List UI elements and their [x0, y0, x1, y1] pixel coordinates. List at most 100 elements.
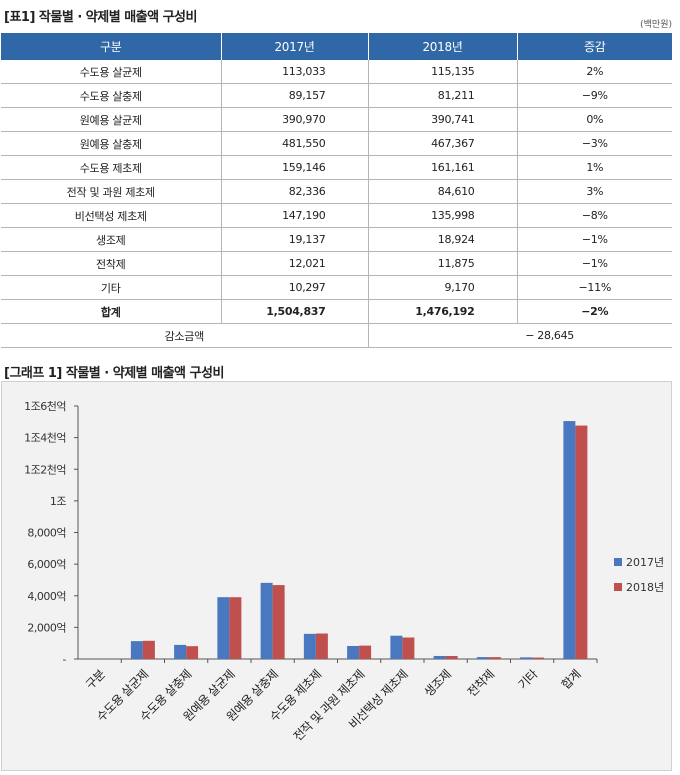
bar-2017	[390, 635, 403, 659]
table-row: 수도용 살충제 89,157 81,211 −9%	[1, 83, 672, 108]
bar-2018	[488, 657, 501, 659]
bar-2017	[303, 633, 316, 659]
table-row: 비선택성 제초제 147,190 135,998 −8%	[1, 203, 672, 228]
value-2017: 390,970	[220, 107, 368, 132]
bar-2017	[476, 657, 489, 659]
bar-2017	[217, 597, 230, 659]
y-tick-label: 4,000억	[27, 590, 66, 603]
change-percent: −8%	[516, 203, 672, 228]
bar-2018	[272, 585, 285, 659]
total-row: 합계 1,504,837 1,476,192 −2%	[1, 299, 672, 324]
bar-2017	[563, 421, 576, 659]
bar-2017	[347, 645, 360, 659]
value-2018: 467,367	[367, 131, 517, 156]
table-row: 전착제 12,021 11,875 −1%	[1, 251, 672, 276]
category-label: 전착제	[465, 667, 497, 699]
value-2018: 18,924	[367, 227, 517, 252]
bar-2017	[174, 644, 187, 659]
value-2017: 12,021	[220, 251, 368, 276]
table-caption: [표1] 작물별 · 약제별 매출액 구성비	[4, 10, 197, 25]
change-percent: 2%	[516, 60, 672, 84]
y-tick-label: -	[63, 653, 67, 666]
table-row: 수도용 살균제 113,033 115,135 2%	[1, 60, 672, 84]
row-label: 기타	[1, 275, 221, 300]
decrease-value: − 28,645	[367, 323, 672, 348]
y-tick-label: 2,000억	[27, 621, 66, 634]
legend-swatch-2017	[614, 558, 622, 566]
bar-2017	[260, 582, 273, 659]
row-label: 전작 및 과원 제초제	[1, 179, 221, 204]
value-2017: 159,146	[220, 155, 368, 180]
change-percent: −9%	[516, 83, 672, 108]
legend-swatch-2018	[614, 583, 622, 591]
category-label: 기타	[515, 667, 540, 692]
value-2017: 89,157	[220, 83, 368, 108]
bar-2018	[532, 657, 545, 659]
value-2018: 135,998	[367, 203, 517, 228]
value-2018: 115,135	[367, 60, 517, 84]
value-2017: 19,137	[220, 227, 368, 252]
change-percent: −11%	[516, 275, 672, 300]
row-label: 원예용 살균제	[1, 107, 221, 132]
decrease-label: 감소금액	[1, 323, 368, 348]
bar-2018	[359, 645, 372, 659]
change-percent: 0%	[516, 107, 672, 132]
y-tick-label: 1조2천억	[24, 462, 66, 476]
value-2018: 390,741	[367, 107, 517, 132]
row-label: 원예용 살충제	[1, 131, 221, 156]
category-label: 구분	[83, 667, 108, 692]
legend-label: 2018년	[626, 581, 664, 594]
bar-2017	[130, 641, 143, 659]
bar-2018	[186, 646, 199, 659]
change-percent: 3%	[516, 179, 672, 204]
y-tick-label: 1조	[50, 495, 66, 508]
category-label: 생조제	[421, 667, 453, 699]
value-2018: 161,161	[367, 155, 517, 180]
value-2018: 81,211	[367, 83, 517, 108]
table-header-row: 구분 2017년 2018년 증감	[1, 33, 672, 60]
legend-label: 2017년	[626, 556, 664, 569]
table-row: 기타 10,297 9,170 −11%	[1, 275, 672, 300]
change-percent: −1%	[516, 251, 672, 276]
header-2017: 2017년	[220, 33, 368, 60]
header-category: 구분	[1, 33, 221, 60]
row-label: 수도용 살충제	[1, 83, 221, 108]
change-percent: −3%	[516, 131, 672, 156]
bar-chart: - 2,000억 4,000억 6,000억 8,000억 1조 1조2천억 1조4천억 1조6…	[24, 399, 664, 744]
table-row: 원예용 살균제 390,970 390,741 0%	[1, 107, 672, 132]
table-body: 수도용 살균제 113,033 115,135 2% 수도용 살충제 89,157 81,2…	[1, 60, 672, 348]
bar-2018	[229, 597, 242, 659]
y-tick-label: 1조4천억	[24, 431, 66, 445]
total-change: −2%	[516, 299, 672, 324]
decrease-row: 감소금액 − 28,645	[1, 323, 672, 348]
y-tick-label: 1조6천억	[24, 399, 66, 413]
total-label: 합계	[1, 299, 221, 324]
total-2018: 1,476,192	[367, 299, 517, 324]
header-2018: 2018년	[367, 33, 517, 60]
value-2017: 147,190	[220, 203, 368, 228]
row-label: 수도용 제초제	[1, 155, 221, 180]
bar-2018	[445, 656, 458, 659]
row-label: 수도용 살균제	[1, 60, 221, 84]
value-2018: 84,610	[367, 179, 517, 204]
value-2017: 10,297	[220, 275, 368, 300]
sales-table: 구분 2017년 2018년 증감 수도용 살균제 113,033 115,135 2…	[1, 33, 672, 348]
value-2018: 9,170	[367, 275, 517, 300]
table-row: 전작 및 과원 제초제 82,336 84,610 3%	[1, 179, 672, 204]
value-2017: 113,033	[220, 60, 368, 84]
value-2017: 82,336	[220, 179, 368, 204]
total-2017: 1,504,837	[220, 299, 368, 324]
bar-2018	[142, 640, 155, 659]
unit-label: (백만원)	[640, 20, 672, 30]
table-row: 생조제 19,137 18,924 −1%	[1, 227, 672, 252]
table-row: 수도용 제초제 159,146 161,161 1%	[1, 155, 672, 180]
chart-area: - 2,000억 4,000억 6,000억 8,000억 1조 1조2천억 1조4천억 1조6…	[1, 381, 672, 771]
bar-2018	[402, 637, 415, 659]
bar-2018	[575, 425, 588, 659]
bar-2017	[520, 657, 533, 659]
table-row: 원예용 살충제 481,550 467,367 −3%	[1, 131, 672, 156]
bar-2018	[315, 633, 328, 659]
row-label: 생조제	[1, 227, 221, 252]
value-2017: 481,550	[220, 131, 368, 156]
category-label: 합계	[559, 667, 584, 692]
